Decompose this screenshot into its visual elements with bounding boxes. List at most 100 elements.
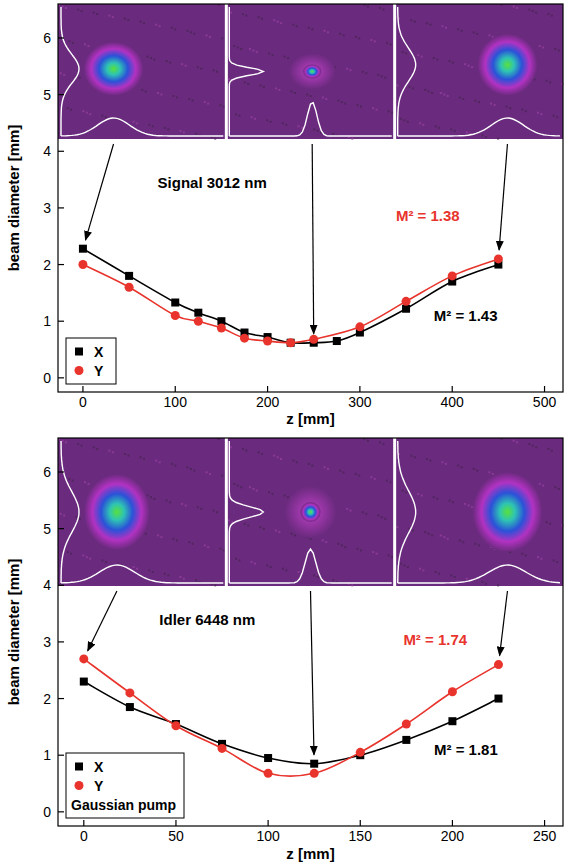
inset-speckle	[558, 50, 560, 52]
inset-speckle	[461, 30, 463, 32]
inset-speckle	[150, 57, 152, 59]
inset-speckle	[252, 488, 254, 490]
x-tick-label: 0	[80, 828, 88, 844]
profile-curve	[61, 565, 223, 583]
inset-speckle	[492, 473, 494, 475]
fit-curve	[83, 259, 498, 343]
data-point	[402, 736, 410, 744]
inset-speckle	[350, 510, 352, 512]
inset-speckle	[376, 109, 378, 111]
inset-speckle	[462, 98, 464, 100]
x-tick	[83, 820, 84, 826]
inset-speckle	[317, 576, 319, 578]
beam-spot	[477, 34, 537, 96]
x-tick-label: 200	[441, 828, 465, 844]
inset-speckle	[195, 579, 197, 581]
inset-speckle	[407, 566, 409, 568]
inset-speckle	[294, 534, 296, 536]
inset-speckle	[539, 483, 541, 485]
annotation: M² = 1.81	[434, 741, 498, 758]
inset-speckle	[344, 546, 346, 548]
inset-speckle	[219, 548, 221, 550]
profile-curve	[229, 441, 263, 583]
profile-curve	[398, 565, 560, 583]
inset-speckle	[112, 16, 114, 18]
y-tick	[58, 641, 64, 642]
annotation: M² = 1.38	[396, 207, 460, 224]
x-tick	[175, 820, 176, 826]
inset-speckle	[390, 481, 392, 483]
inset-speckle	[72, 480, 74, 482]
data-point	[309, 335, 318, 344]
inset-speckle	[360, 549, 362, 551]
inset-speckle	[360, 106, 362, 108]
inset-speckle	[521, 553, 523, 555]
data-point	[494, 254, 503, 263]
inset-speckle	[62, 6, 64, 8]
y-tick	[58, 264, 64, 265]
x-tick	[268, 820, 269, 826]
inset-speckle	[192, 100, 194, 102]
inset-speckle	[133, 121, 135, 123]
legend: XYGaussian pump	[66, 753, 184, 818]
inset-speckle	[421, 495, 423, 497]
inset-speckle	[383, 443, 385, 445]
inset-speckle	[379, 7, 381, 9]
inset-speckle	[558, 488, 560, 490]
inset-speckle	[447, 538, 449, 540]
inset-speckle	[157, 92, 159, 94]
data-point	[402, 720, 411, 729]
inset-speckle	[249, 48, 251, 50]
inset-speckle	[481, 581, 483, 583]
inset-background	[226, 4, 394, 139]
inset-speckle	[244, 81, 246, 83]
inset-speckle	[485, 583, 487, 585]
y-tick-label: 0	[43, 804, 51, 820]
legend-marker	[75, 348, 83, 356]
legend-label: X	[94, 759, 104, 775]
legend-label: X	[94, 344, 104, 360]
legend-marker	[75, 781, 84, 790]
panel: 0501001502002500123456z [mm]beam diamete…	[5, 438, 563, 862]
inset-speckle	[344, 103, 346, 105]
y-tick	[58, 321, 64, 322]
inset-speckle	[272, 493, 274, 495]
inset-speckle	[63, 515, 65, 517]
inset-speckle	[93, 446, 95, 448]
y-tick	[58, 755, 64, 756]
inset-speckle	[237, 485, 239, 487]
y-axis-title: beam diameter [mm]	[5, 125, 22, 272]
inset-speckle	[143, 458, 145, 460]
inset-speckle	[180, 576, 182, 578]
y-tick-label: 3	[43, 634, 51, 650]
inset-speckle	[428, 533, 430, 535]
inset-speckle	[294, 92, 296, 94]
inset-speckle	[67, 107, 69, 109]
inset-speckle	[140, 21, 142, 23]
inset-speckle	[403, 119, 405, 121]
inset-speckle	[313, 574, 315, 576]
legend-marker	[75, 366, 84, 375]
inset-speckle	[509, 107, 511, 109]
inset-speckle	[213, 510, 215, 512]
inset-speckle	[68, 478, 70, 480]
inset-speckle	[445, 27, 447, 29]
inset-speckle	[388, 554, 390, 556]
inset-speckle	[468, 65, 470, 67]
x-tick-label: 0	[79, 394, 87, 410]
inset-speckle	[240, 48, 242, 50]
y-tick	[58, 698, 64, 699]
inset-speckle	[308, 463, 310, 465]
inset-speckle	[488, 471, 490, 473]
inset-speckle	[133, 566, 135, 568]
inset-speckle	[306, 94, 308, 96]
inset-speckle	[239, 559, 241, 561]
inset-background	[395, 4, 563, 139]
inset-speckle	[214, 584, 216, 586]
inset-speckle	[216, 511, 218, 513]
inset-speckle	[188, 541, 190, 543]
inset-speckle	[256, 490, 258, 492]
inset-speckle	[70, 553, 72, 555]
inset-speckle	[233, 483, 235, 485]
legend-note: Gaussian pump	[71, 797, 176, 813]
